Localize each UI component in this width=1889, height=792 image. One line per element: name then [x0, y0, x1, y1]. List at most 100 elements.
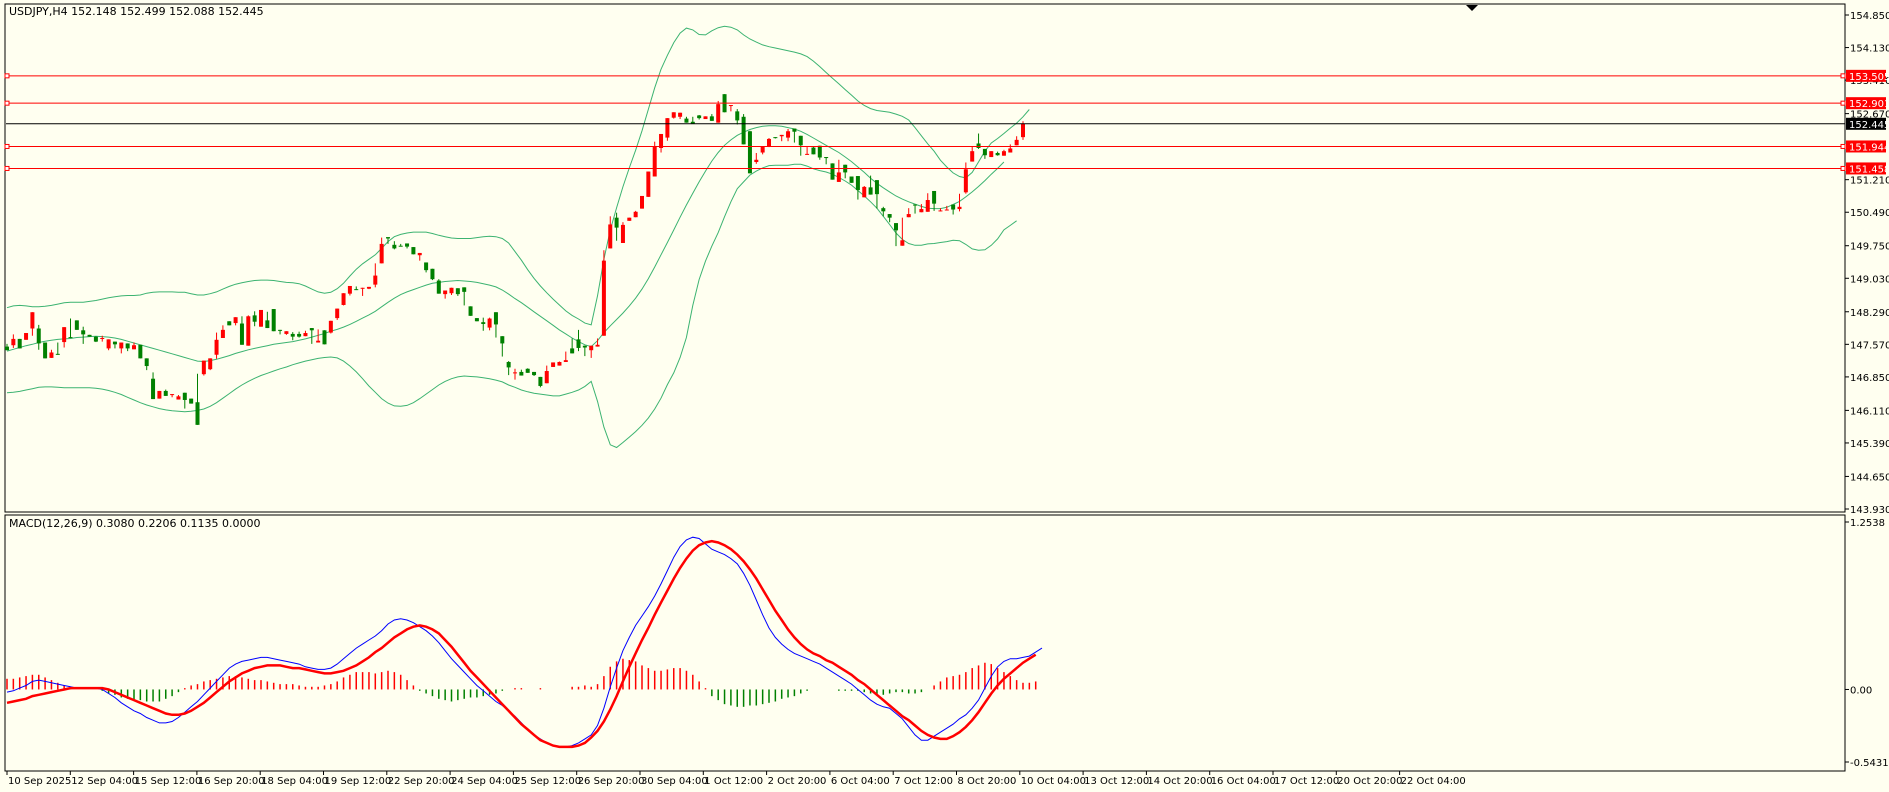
- candle-body: [246, 316, 251, 346]
- price-panel-frame: [4, 3, 1846, 513]
- time-tick-label: 15 Sep 12:00: [135, 776, 202, 787]
- candle: [1008, 144, 1013, 153]
- candle: [398, 243, 403, 247]
- candle-body: [87, 334, 92, 337]
- candle: [690, 116, 695, 124]
- candle-body: [189, 398, 194, 404]
- candle-body: [633, 211, 638, 218]
- candle-body: [709, 116, 714, 121]
- candle-body: [493, 312, 498, 325]
- candle: [443, 290, 448, 299]
- candle-body: [773, 137, 778, 139]
- candle-body: [68, 337, 73, 339]
- candle: [970, 146, 975, 162]
- price-level-handle[interactable]: [4, 165, 10, 171]
- candle: [640, 195, 644, 209]
- candle: [862, 186, 867, 198]
- macd-tick-label: 0.00: [1850, 685, 1872, 696]
- candle-body: [462, 287, 467, 292]
- candle: [106, 339, 111, 351]
- price-tick-label: 151.210: [1850, 176, 1889, 187]
- candle: [576, 329, 581, 352]
- candle-body: [887, 214, 892, 218]
- candle-body: [538, 376, 543, 386]
- candle: [830, 163, 835, 180]
- candle: [919, 204, 924, 213]
- candle: [144, 358, 149, 371]
- candle-body: [290, 333, 295, 337]
- candle: [563, 351, 568, 362]
- candle: [963, 162, 968, 194]
- candle: [284, 331, 289, 335]
- candle: [951, 204, 956, 215]
- candle: [335, 308, 340, 320]
- price-level-handle[interactable]: [4, 100, 10, 106]
- price-level-handle[interactable]: [4, 73, 10, 79]
- candle: [455, 288, 460, 296]
- candle-body: [754, 159, 759, 163]
- candle: [989, 151, 994, 158]
- candle-body: [309, 328, 314, 331]
- candle: [620, 222, 625, 243]
- candle-body: [195, 402, 200, 425]
- candle-body: [506, 361, 511, 368]
- candle-body: [170, 394, 175, 396]
- candle-body: [913, 204, 918, 206]
- time-tick-label: 16 Oct 04:00: [1211, 776, 1276, 787]
- candle: [227, 321, 232, 326]
- candle-body: [1008, 148, 1013, 153]
- macd-tick-label: 1.2538: [1850, 518, 1885, 529]
- price-tick-label: 145.390: [1850, 439, 1889, 450]
- macd-lines: [6, 536, 1043, 749]
- candle-body: [487, 318, 492, 328]
- candle-body: [576, 339, 581, 348]
- candle: [366, 286, 371, 290]
- time-tick-label: 18 Sep 04:00: [261, 776, 328, 787]
- candle-body: [405, 243, 410, 247]
- price-level-handle[interactable]: [1840, 73, 1846, 79]
- candle: [208, 358, 213, 371]
- candle-body: [220, 329, 225, 338]
- candle-body: [201, 360, 206, 375]
- candle-body: [881, 208, 886, 212]
- time-tick-label: 20 Oct 20:00: [1337, 776, 1402, 787]
- candle-body: [830, 163, 835, 180]
- price-level-handle[interactable]: [1840, 100, 1846, 106]
- candle-body: [341, 293, 346, 305]
- candle: [544, 365, 549, 384]
- price-tick-label: 154.850: [1850, 11, 1889, 22]
- candle: [493, 312, 498, 338]
- candle-body: [824, 157, 829, 159]
- price-level-handle[interactable]: [1840, 165, 1846, 171]
- candle-body: [252, 315, 257, 322]
- candle-body: [55, 353, 60, 355]
- price-level-handle[interactable]: [1840, 143, 1846, 149]
- candle: [11, 334, 16, 348]
- candle: [582, 345, 587, 357]
- candle-body: [525, 368, 530, 373]
- candle-body: [424, 262, 429, 271]
- candle-body: [938, 210, 943, 212]
- candle-body: [449, 287, 454, 294]
- price-level-tag: [1846, 97, 1886, 110]
- bollinger-lower-line: [6, 163, 1017, 449]
- price-level-handle[interactable]: [4, 143, 10, 149]
- candle-body: [551, 362, 556, 367]
- price-level-label: 151.458: [1849, 164, 1889, 175]
- time-tick-label: 26 Sep 20:00: [578, 776, 645, 787]
- candle: [557, 361, 562, 366]
- candle: [868, 175, 873, 195]
- candle-body: [468, 306, 473, 316]
- candle: [786, 129, 791, 142]
- time-tick-label: 16 Sep 20:00: [198, 776, 265, 787]
- shift-marker-icon[interactable]: [1466, 5, 1478, 11]
- candle-body: [303, 333, 308, 337]
- candle: [754, 152, 759, 164]
- candle-body: [678, 112, 683, 117]
- candle-body: [652, 146, 657, 177]
- candle: [43, 342, 48, 359]
- candle-body: [392, 244, 397, 249]
- candle: [112, 341, 117, 349]
- candle: [214, 332, 219, 359]
- candle: [824, 157, 829, 165]
